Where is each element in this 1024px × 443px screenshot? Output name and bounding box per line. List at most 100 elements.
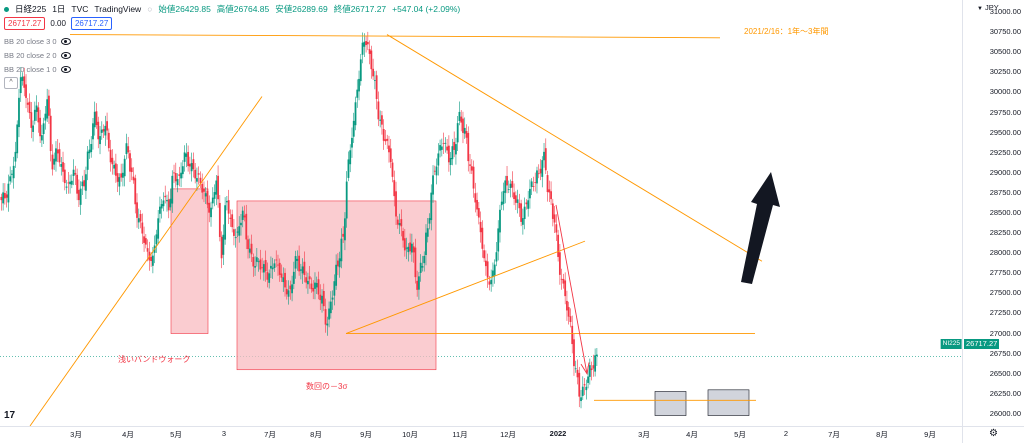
sell-price-box[interactable]: 26717.27 <box>4 17 46 30</box>
tradingview-logo[interactable]: 17 <box>4 410 16 421</box>
chart-settings[interactable]: ⚙ <box>962 426 1024 443</box>
candle-body <box>51 154 54 170</box>
candle-body <box>490 279 493 285</box>
candle-body <box>192 159 195 170</box>
high-value: 高値26764.85 <box>216 4 270 14</box>
candle-body <box>90 144 93 153</box>
candle-body <box>150 256 153 262</box>
chart-area[interactable]: 日経225 1日 TVC TradingView ○ 始値26429.85 高値… <box>0 0 962 426</box>
currency: JPY <box>985 3 999 12</box>
candle-body <box>208 202 211 213</box>
candle-body <box>447 145 450 163</box>
candle-body <box>425 232 427 256</box>
annotation-band-walk[interactable]: 浅いバンドウォーク <box>118 355 191 364</box>
candle-body <box>381 115 383 125</box>
symbol-name[interactable]: 日経225 <box>15 4 47 14</box>
candle-body <box>63 169 66 184</box>
candle-body <box>95 111 98 126</box>
indicator-bb-1[interactable]: BB 20 close 1 0 <box>4 65 71 74</box>
collapse-indicators-button[interactable]: ^ <box>4 77 18 89</box>
candle-body <box>571 325 574 345</box>
candle-body <box>465 131 468 138</box>
candle-body <box>507 189 510 191</box>
candle-body <box>118 177 121 187</box>
rising-trendline <box>345 240 586 334</box>
candle-body <box>261 267 264 269</box>
candle-body <box>243 215 246 218</box>
candle-body <box>486 261 489 278</box>
currency-label[interactable]: ▼ JPY <box>977 3 999 12</box>
candle-body <box>467 132 470 162</box>
buy-price-box[interactable]: 26717.27 <box>70 17 113 30</box>
candle-body <box>315 282 318 288</box>
candle-body <box>588 365 591 377</box>
eye-icon[interactable] <box>60 38 71 45</box>
candle-body <box>174 173 177 182</box>
time-tick-label: 5月 <box>734 430 746 439</box>
candle-body <box>3 192 6 199</box>
candle-body <box>317 279 320 295</box>
candle-body <box>342 233 345 237</box>
candle-body <box>351 137 353 148</box>
candle-body <box>271 267 274 270</box>
candle-body <box>69 181 71 185</box>
candle-body <box>247 239 249 250</box>
candle-body <box>294 256 297 269</box>
candle-body <box>590 368 593 371</box>
candle-body <box>7 183 10 203</box>
candle-body <box>278 262 281 275</box>
candle-body <box>430 192 433 221</box>
candle-body <box>361 42 364 55</box>
candle-body <box>410 243 413 253</box>
candle-body <box>370 50 373 70</box>
candle-body <box>550 191 552 200</box>
candle-body <box>326 323 329 326</box>
candle-body <box>358 78 360 92</box>
candle-body <box>446 146 449 151</box>
candle-body <box>548 189 551 193</box>
price-tick-label: 30000.00 <box>989 87 1021 97</box>
candle-body <box>102 129 105 132</box>
change-value: +547.04 (+2.09%) <box>392 4 461 14</box>
candle-body <box>388 145 390 153</box>
candle-body <box>77 189 80 201</box>
candle-body <box>403 238 406 251</box>
annotation-period[interactable]: 2021/2/16：1年～3年間 <box>744 27 829 36</box>
price-axis[interactable]: ▼ JPY 31000.00 30750.00 30500.00 30250.00 30… <box>962 0 1024 426</box>
eye-icon[interactable] <box>60 52 71 59</box>
indicator-bb-3[interactable]: BB 20 close 3 0 <box>4 37 71 46</box>
candle-body <box>240 222 242 226</box>
candle-body <box>291 284 293 294</box>
candle-body <box>521 218 524 225</box>
time-tick-label: 3 <box>221 429 227 438</box>
candle-body <box>418 276 420 290</box>
candle-body <box>284 272 286 288</box>
time-axis[interactable]: 3月 4月 5月 3 7月 8月 9月 10月 11月 12月 2022 3月 4月 5月 2 7月 8月 9月 <box>0 426 962 443</box>
eye-icon[interactable] <box>60 66 71 73</box>
candle-body <box>469 164 471 166</box>
interval[interactable]: 1日 <box>52 4 66 14</box>
candle-body <box>5 194 8 198</box>
candle-body <box>499 209 501 233</box>
candle-body <box>187 151 190 167</box>
candle-body <box>217 175 219 200</box>
candle-body <box>157 218 160 239</box>
symbol-tag: NI225 <box>940 339 962 349</box>
candle-body <box>553 214 556 223</box>
candle-body <box>92 123 94 140</box>
candle-body <box>44 113 47 121</box>
candle-body <box>188 163 191 167</box>
annotation-sigma[interactable]: 数回の－3σ <box>306 382 348 391</box>
candle-body <box>213 192 216 199</box>
candle-body <box>18 97 20 128</box>
price-tick-label: 26000.00 <box>989 408 1021 418</box>
candle-body <box>359 59 362 82</box>
price-chart[interactable] <box>0 0 962 426</box>
candle-body <box>233 229 235 236</box>
gear-icon[interactable]: ⚙ <box>989 428 998 439</box>
candle-body <box>215 180 218 195</box>
candle-body <box>173 172 175 174</box>
candle-body <box>125 143 128 155</box>
indicator-bb-2[interactable]: BB 20 close 2 0 <box>4 51 71 60</box>
candle-body <box>268 273 271 283</box>
